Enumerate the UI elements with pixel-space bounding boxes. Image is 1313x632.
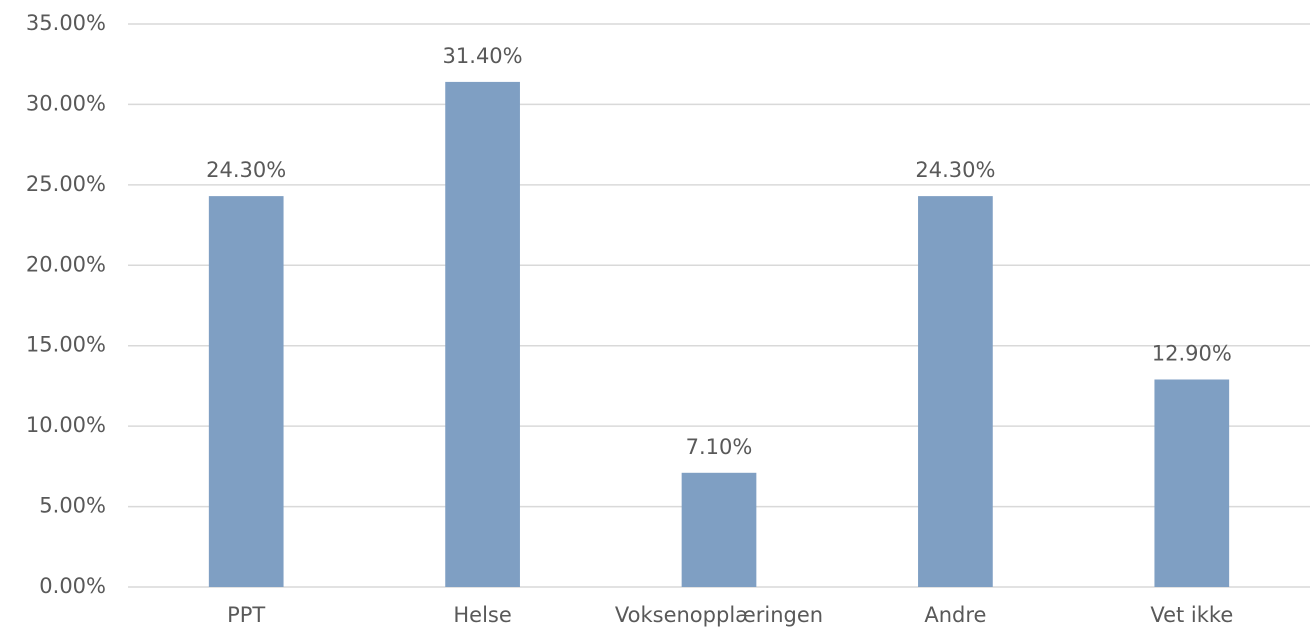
data-label: 12.90% bbox=[1152, 341, 1232, 365]
y-tick-label: 15.00% bbox=[26, 333, 106, 357]
bar bbox=[918, 196, 993, 588]
y-tick-label: 10.00% bbox=[26, 413, 106, 437]
bar bbox=[681, 472, 757, 587]
y-tick-label: 5.00% bbox=[39, 494, 106, 518]
bar bbox=[445, 81, 520, 587]
x-tick-label: Voksenopplæringen bbox=[615, 603, 823, 627]
data-label: 31.40% bbox=[443, 44, 523, 68]
x-tick-label: PPT bbox=[227, 603, 265, 627]
y-tick-label: 30.00% bbox=[26, 91, 106, 115]
data-label: 24.30% bbox=[915, 158, 995, 182]
data-label: 7.10% bbox=[686, 435, 753, 459]
y-tick-label: 25.00% bbox=[26, 172, 106, 196]
x-tick-label: Vet ikke bbox=[1150, 603, 1233, 627]
data-label: 24.30% bbox=[206, 158, 286, 182]
bar bbox=[1154, 379, 1230, 587]
bar bbox=[208, 196, 284, 588]
y-tick-label: 0.00% bbox=[39, 574, 106, 598]
y-tick-label: 20.00% bbox=[26, 252, 106, 276]
y-tick-label: 35.00% bbox=[26, 11, 106, 35]
x-tick-label: Helse bbox=[453, 603, 511, 627]
x-tick-label: Andre bbox=[924, 603, 986, 627]
